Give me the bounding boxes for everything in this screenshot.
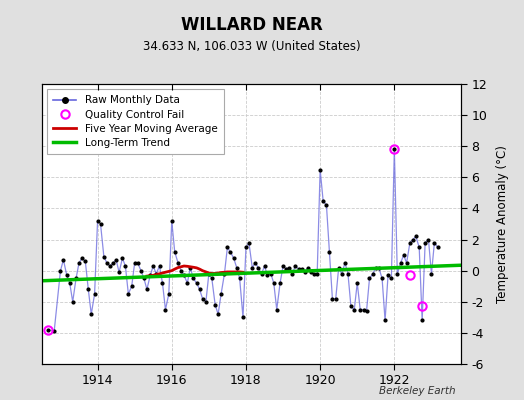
Text: WILLARD NEAR: WILLARD NEAR xyxy=(181,16,322,34)
Legend: Raw Monthly Data, Quality Control Fail, Five Year Moving Average, Long-Term Tren: Raw Monthly Data, Quality Control Fail, … xyxy=(47,89,224,154)
Text: 34.633 N, 106.033 W (United States): 34.633 N, 106.033 W (United States) xyxy=(143,40,361,53)
Y-axis label: Temperature Anomaly (°C): Temperature Anomaly (°C) xyxy=(496,145,509,303)
Text: Berkeley Earth: Berkeley Earth xyxy=(379,386,456,396)
